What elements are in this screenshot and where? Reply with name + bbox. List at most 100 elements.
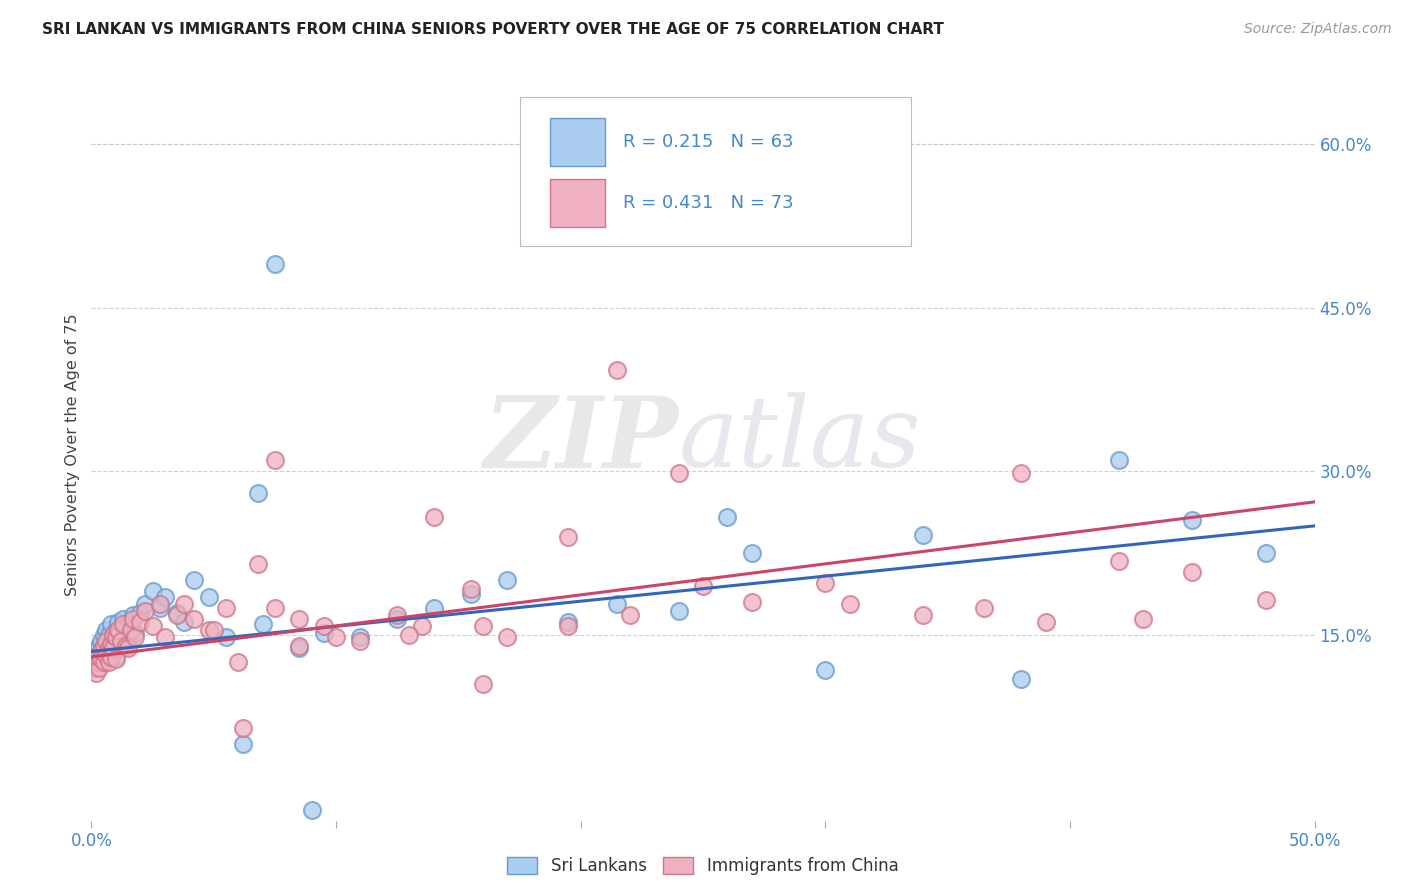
- Point: [496, 630, 519, 644]
- Point: [166, 608, 188, 623]
- Point: [215, 600, 238, 615]
- Point: [100, 639, 122, 653]
- Point: [100, 649, 122, 664]
- Point: [124, 630, 146, 644]
- Point: [104, 649, 127, 664]
- Point: [84, 666, 107, 681]
- Point: [149, 600, 172, 615]
- Point: [97, 649, 120, 664]
- Point: [471, 619, 494, 633]
- Point: [183, 574, 205, 588]
- Point: [100, 637, 122, 651]
- Point: [141, 619, 163, 633]
- Point: [398, 628, 420, 642]
- Point: [264, 453, 287, 467]
- Point: [120, 617, 142, 632]
- Point: [198, 623, 221, 637]
- Point: [149, 598, 172, 612]
- Point: [134, 604, 156, 618]
- Point: [94, 644, 117, 658]
- Point: [104, 623, 127, 637]
- Point: [198, 590, 221, 604]
- Point: [1254, 593, 1277, 607]
- Point: [107, 615, 129, 629]
- Point: [87, 649, 110, 664]
- Point: [90, 652, 112, 666]
- Point: [385, 608, 409, 623]
- FancyBboxPatch shape: [520, 96, 911, 246]
- Point: [1181, 565, 1204, 579]
- Point: [117, 633, 139, 648]
- Text: ZIP: ZIP: [484, 392, 679, 489]
- Point: [94, 623, 117, 637]
- Point: [226, 656, 249, 670]
- Point: [1035, 615, 1057, 629]
- Point: [104, 652, 127, 666]
- Point: [202, 623, 225, 637]
- Point: [83, 656, 105, 670]
- Point: [153, 590, 176, 604]
- Point: [124, 625, 146, 640]
- Point: [741, 546, 763, 560]
- Point: [94, 633, 117, 648]
- Text: R = 0.215   N = 63: R = 0.215 N = 63: [623, 133, 794, 151]
- Point: [104, 630, 127, 644]
- Text: atlas: atlas: [679, 392, 921, 488]
- Point: [97, 633, 120, 648]
- Text: SRI LANKAN VS IMMIGRANTS FROM CHINA SENIORS POVERTY OVER THE AGE OF 75 CORRELATI: SRI LANKAN VS IMMIGRANTS FROM CHINA SENI…: [42, 22, 943, 37]
- Point: [1108, 554, 1130, 568]
- Point: [93, 656, 115, 670]
- Point: [606, 598, 628, 612]
- Point: [93, 652, 115, 666]
- Point: [411, 619, 433, 633]
- Point: [312, 619, 335, 633]
- Point: [97, 641, 120, 656]
- Point: [114, 619, 136, 633]
- Point: [173, 615, 195, 629]
- Y-axis label: Seniors Poverty Over the Age of 75: Seniors Poverty Over the Age of 75: [65, 314, 80, 596]
- Point: [141, 584, 163, 599]
- Point: [288, 641, 311, 656]
- Point: [134, 598, 156, 612]
- Point: [97, 628, 120, 642]
- Point: [122, 612, 145, 626]
- Text: Source: ZipAtlas.com: Source: ZipAtlas.com: [1244, 22, 1392, 37]
- Point: [90, 633, 112, 648]
- Point: [110, 628, 132, 642]
- Point: [619, 608, 641, 623]
- Point: [557, 619, 579, 633]
- Point: [87, 656, 110, 670]
- Point: [912, 608, 935, 623]
- Point: [912, 527, 935, 541]
- Bar: [550, 119, 605, 166]
- Point: [90, 644, 112, 658]
- Point: [288, 612, 311, 626]
- Point: [385, 612, 409, 626]
- Point: [668, 467, 690, 481]
- Text: R = 0.431   N = 73: R = 0.431 N = 73: [623, 194, 794, 211]
- Point: [1010, 672, 1032, 686]
- Point: [110, 633, 132, 648]
- Point: [814, 575, 837, 590]
- Point: [94, 648, 117, 662]
- Point: [264, 257, 287, 271]
- Point: [122, 608, 145, 623]
- Point: [215, 630, 238, 644]
- Point: [93, 639, 115, 653]
- Point: [423, 600, 446, 615]
- Bar: [550, 179, 605, 227]
- Point: [93, 639, 115, 653]
- Legend: Sri Lankans, Immigrants from China: Sri Lankans, Immigrants from China: [501, 850, 905, 882]
- Point: [83, 661, 105, 675]
- Point: [1108, 453, 1130, 467]
- Point: [112, 617, 135, 632]
- Point: [741, 595, 763, 609]
- Point: [166, 606, 188, 620]
- Point: [87, 639, 110, 653]
- Point: [264, 600, 287, 615]
- Point: [97, 656, 120, 670]
- Point: [668, 604, 690, 618]
- Point: [716, 510, 738, 524]
- Point: [129, 606, 152, 620]
- Point: [606, 363, 628, 377]
